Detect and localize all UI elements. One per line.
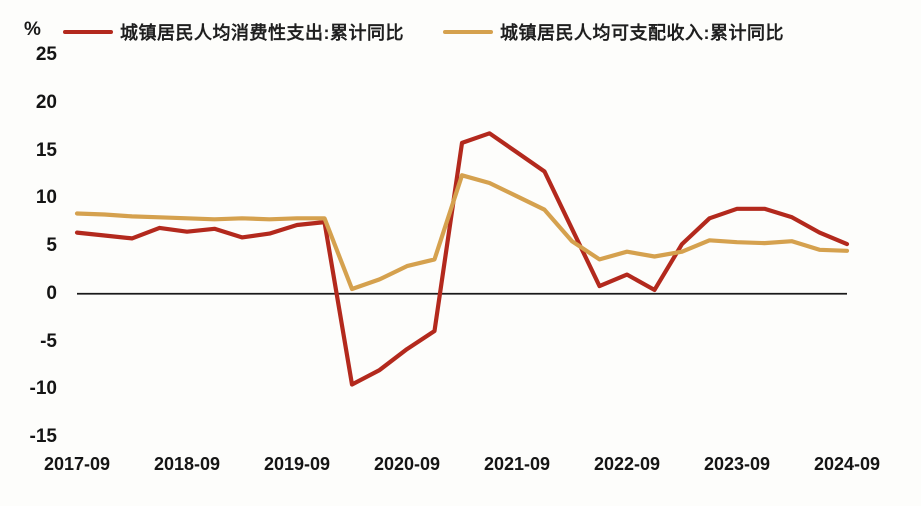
x-tick-label: 2024-09 (813, 454, 881, 474)
consumption-line-swatch-icon (63, 30, 113, 34)
y-tick-label: 20 (35, 91, 57, 113)
x-tick-label: 2022-09 (593, 454, 661, 474)
x-tick-label: 2021-09 (483, 454, 551, 474)
x-tick-label: 2017-09 (43, 454, 111, 474)
income-line (74, 173, 850, 292)
y-tick-label: -10 (29, 378, 57, 400)
y-tick-label: 25 (35, 44, 57, 65)
x-tick-label: 2023-09 (703, 454, 771, 474)
x-tick-label: 2018-09 (153, 454, 221, 474)
y-axis-unit-label: % (24, 19, 41, 40)
y-tick-label: 5 (46, 235, 57, 256)
consumption-line (74, 131, 850, 387)
x-tick-label: 2020-09 (373, 454, 441, 474)
y-tick-label: -15 (29, 426, 57, 447)
y-tick-label: 10 (35, 187, 57, 209)
legend-label-consumption: 城镇居民人均消费性支出:累计同比 (120, 23, 404, 43)
y-tick-label: 15 (35, 139, 57, 161)
y-tick-label: -5 (40, 330, 57, 352)
y-tick-label: 0 (46, 282, 57, 304)
x-tick-label: 2019-09 (263, 454, 331, 474)
legend-item-income: 城镇居民人均可支配收入:累计同比 (443, 22, 784, 43)
income-line-swatch-icon (443, 30, 493, 34)
legend-item-consumption: 城镇居民人均消费性支出:累计同比 (63, 22, 404, 43)
legend-label-income: 城镇居民人均可支配收入:累计同比 (500, 23, 784, 43)
